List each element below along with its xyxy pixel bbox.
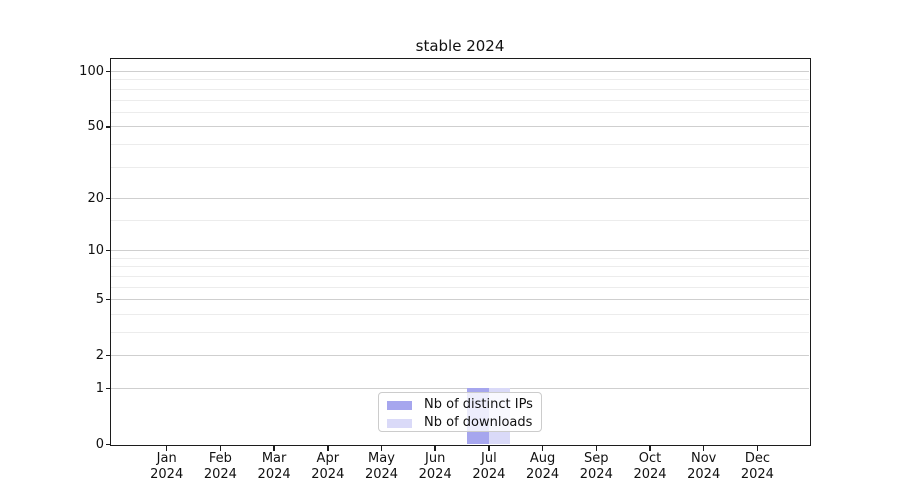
y-gridline-minor [111, 313, 809, 315]
legend-swatch [387, 400, 412, 410]
y-gridline-major [111, 250, 809, 252]
y-tick-label: 1 [95, 380, 104, 396]
y-tick [105, 126, 110, 128]
x-tick-label: Dec 2024 [740, 451, 774, 482]
y-tick-label: 10 [87, 243, 104, 259]
y-gridline-minor [111, 166, 809, 168]
y-gridline-minor [111, 266, 809, 268]
y-gridline-minor [111, 143, 809, 145]
x-tick [541, 446, 544, 451]
legend-item: Nb of downloads [385, 414, 535, 432]
x-tick-label: Jul 2024 [472, 451, 506, 482]
y-gridline-minor [111, 286, 809, 288]
y-tick-label: 20 [87, 190, 104, 206]
y-gridline-major [111, 197, 809, 199]
y-tick [105, 387, 110, 390]
plot-frame [109, 57, 811, 446]
y-gridline-minor [111, 99, 809, 101]
x-tick-label: Apr 2024 [311, 451, 345, 482]
x-tick-label: Jan 2024 [150, 451, 184, 482]
x-tick [702, 446, 705, 451]
y-tick-label: 50 [87, 119, 104, 135]
x-tick-label: Oct 2024 [633, 451, 667, 482]
x-tick-label: Sep 2024 [579, 451, 613, 482]
x-tick-label: Feb 2024 [203, 451, 237, 482]
y-tick-label: 0 [95, 437, 104, 452]
y-gridline-minor [111, 79, 809, 81]
x-tick [380, 446, 383, 451]
y-tick [105, 70, 110, 73]
x-tick-label: Nov 2024 [687, 451, 721, 482]
x-tick [219, 446, 222, 451]
legend: Nb of distinct IPs Nb of downloads [378, 392, 542, 432]
chart-title: stable 2024 [415, 37, 505, 55]
y-tick [105, 197, 110, 200]
legend-item: Nb of distinct IPs [385, 396, 535, 414]
y-gridline-major [111, 387, 809, 389]
y-gridline-major [111, 126, 809, 128]
y-tick [105, 443, 110, 446]
legend-label: Nb of downloads [424, 415, 533, 430]
y-tick-label: 5 [95, 292, 104, 308]
y-gridline-minor [111, 257, 809, 259]
x-tick [165, 446, 168, 451]
x-tick-label: Jun 2024 [418, 451, 452, 482]
x-tick-label: Mar 2024 [257, 451, 291, 482]
y-gridline-minor [111, 111, 809, 113]
y-tick-label: 100 [79, 64, 104, 80]
y-gridline-major [111, 71, 809, 73]
x-tick [327, 446, 329, 451]
y-tick [105, 298, 110, 301]
y-gridline-minor [111, 331, 809, 333]
x-tick-label: May 2024 [364, 451, 399, 482]
x-tick [595, 446, 598, 451]
x-tick [756, 446, 759, 451]
x-tick [488, 446, 490, 451]
legend-label: Nb of distinct IPs [424, 397, 533, 412]
y-gridline-major [111, 355, 809, 357]
y-tick [105, 354, 110, 357]
x-tick [273, 446, 275, 451]
y-gridline-minor [111, 275, 809, 277]
x-tick-label: Aug 2024 [526, 451, 560, 482]
legend-swatch [387, 418, 412, 428]
y-tick [105, 249, 110, 252]
y-gridline-minor [111, 219, 809, 221]
x-tick [434, 446, 436, 451]
y-gridline-minor [111, 88, 809, 90]
y-gridline-major [111, 299, 809, 301]
x-tick [649, 446, 651, 451]
y-tick-label: 2 [95, 348, 104, 364]
